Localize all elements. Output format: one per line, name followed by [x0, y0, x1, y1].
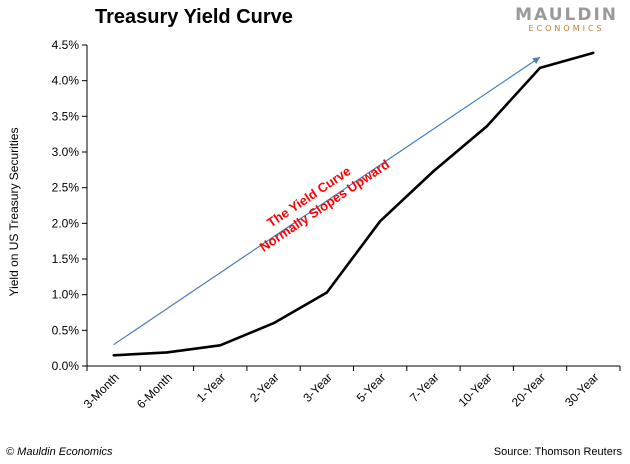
data-point [219, 344, 222, 347]
annotation-line: Normally Slopes Upward [257, 156, 392, 254]
x-axis: 3-Month 6-Month 1-Year 2-Year 3-Year 5-Year 7-… [81, 365, 621, 411]
y-tick-label: 4.0% [52, 74, 80, 88]
x-tick-label: 30-Year [562, 370, 601, 409]
data-point [165, 351, 169, 354]
data-point [592, 51, 595, 55]
y-tick-label: 0.5% [52, 323, 80, 337]
data-point [325, 291, 329, 294]
x-tick-label: 1-Year [194, 370, 229, 405]
trend-arrow-head [532, 57, 541, 64]
y-tick-label: 1.5% [52, 252, 80, 266]
x-tick-label: 5-Year [354, 370, 389, 405]
trend-arrow [113, 56, 541, 346]
x-tick-label: 20-Year [509, 370, 548, 409]
yield-line [113, 51, 594, 357]
y-tick-label: 0.0% [52, 359, 80, 373]
trend-arrow-line [113, 56, 541, 346]
y-axis-label: Yield on US Treasury Securities [7, 128, 21, 297]
copyright-note: © Mauldin Economics [6, 446, 113, 458]
y-axis: 0.0% 0.5% 1.0% 1.5% 2.0% 2.5% 3.0% 3.5% 4.0% 4.5% [52, 38, 88, 373]
y-tick-label: 4.5% [52, 38, 80, 52]
data-point [538, 66, 542, 70]
data-point [272, 322, 275, 325]
y-tick-label: 2.0% [52, 216, 80, 230]
data-point [378, 219, 382, 223]
chart-title: Treasury Yield Curve [95, 6, 293, 28]
x-tick-label: 3-Month [81, 370, 122, 411]
x-tick-label: 10-Year [456, 370, 495, 409]
x-tick-label: 3-Year [300, 370, 335, 405]
y-tick-label: 3.5% [52, 109, 80, 123]
mauldin-logo: MAULDIN ECONOMICS [515, 6, 618, 34]
y-tick-label: 2.5% [52, 181, 80, 195]
source-note: Source: Thomson Reuters [493, 446, 622, 458]
x-tick-label: 2-Year [247, 370, 282, 405]
logo-subtitle: ECONOMICS [528, 24, 605, 33]
data-point [485, 125, 488, 128]
data-point [112, 354, 115, 357]
x-tick-label: 6-Month [134, 370, 175, 411]
data-point [432, 170, 435, 173]
series-layer [112, 51, 595, 357]
logo-brand: MAULDIN [515, 5, 618, 25]
y-tick-label: 3.0% [52, 145, 80, 159]
y-tick-label: 1.0% [52, 288, 80, 302]
x-tick-label: 7-Year [407, 370, 442, 405]
